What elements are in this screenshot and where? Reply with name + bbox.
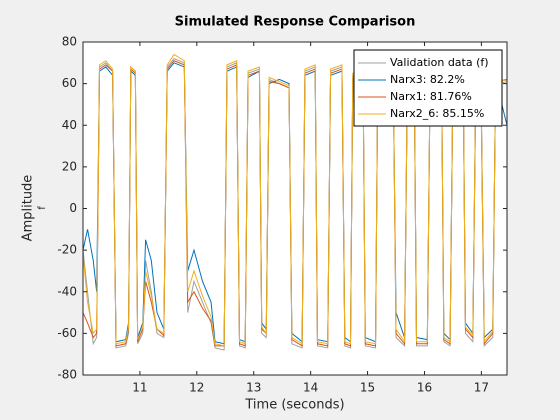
x-tick-label: 14	[303, 381, 318, 395]
y-tick-label: 20	[62, 159, 77, 173]
legend-label: Narx2_6: 85.15%	[390, 107, 484, 120]
x-tick-label: 16	[417, 381, 432, 395]
y-tick-label: -80	[57, 368, 77, 382]
y-tick-label: 0	[69, 201, 77, 215]
y-axis-label: Amplitude	[21, 175, 36, 242]
x-tick-label: 12	[189, 381, 204, 395]
x-tick-label: 15	[360, 381, 375, 395]
x-axis-label: Time (seconds)	[244, 398, 344, 413]
y-tick-label: 40	[62, 118, 77, 132]
y-tick-label: -60	[57, 326, 77, 340]
legend-label: Narx1: 81.76%	[390, 90, 472, 103]
y-tick-label: 80	[62, 35, 77, 49]
x-tick-label: 11	[132, 381, 147, 395]
axes-box	[82, 41, 508, 376]
y-axis-sublabel: f	[37, 206, 48, 210]
y-tick-label: -20	[57, 243, 77, 257]
legend-label: Validation data (f)	[390, 56, 489, 69]
x-tick-label: 17	[474, 381, 489, 395]
y-tick-label: 60	[62, 76, 77, 90]
y-tick-label: -40	[57, 284, 77, 298]
chart-title: Simulated Response Comparison	[175, 15, 416, 30]
legend-label: Narx3: 82.2%	[390, 73, 465, 86]
x-tick-label: 13	[246, 381, 261, 395]
